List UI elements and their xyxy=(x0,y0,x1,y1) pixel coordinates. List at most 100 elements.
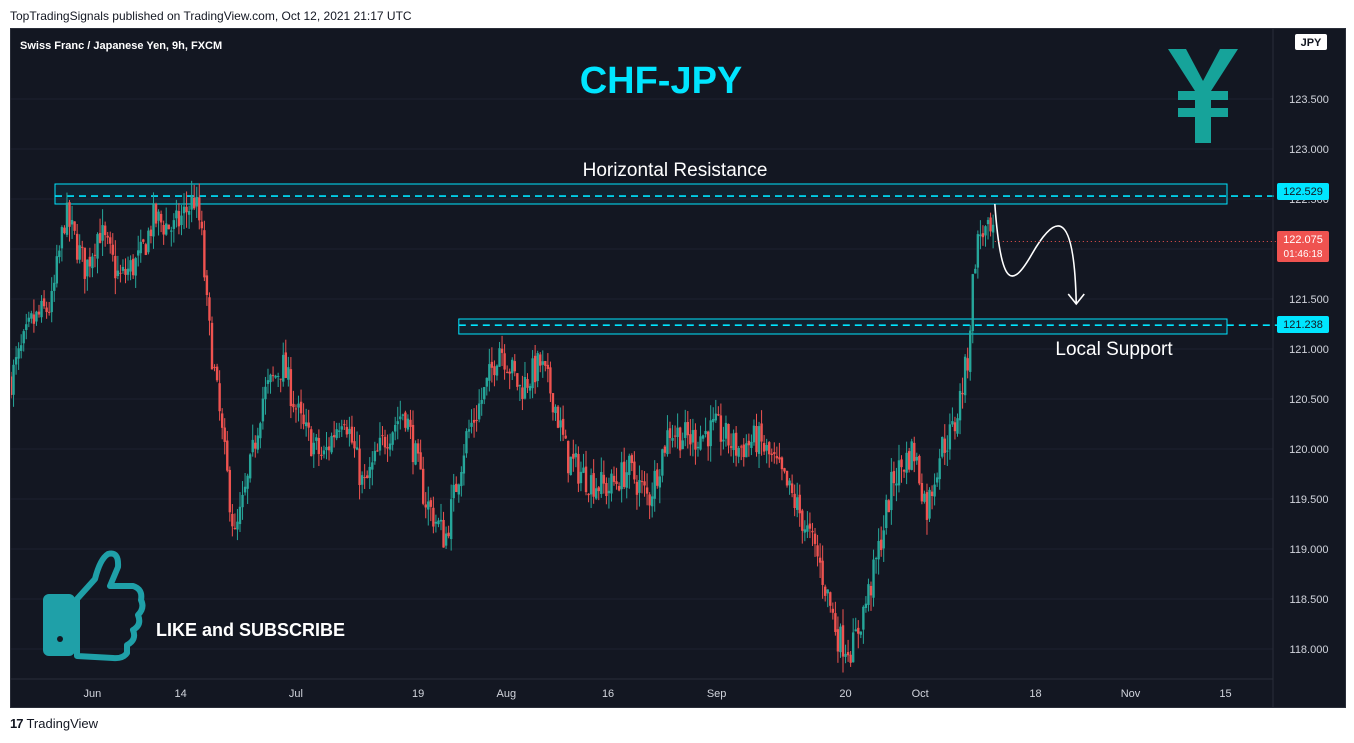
candle-body xyxy=(671,438,674,441)
svg-text:121.238: 121.238 xyxy=(1283,319,1323,331)
candle-body xyxy=(612,475,616,482)
candle-body xyxy=(928,489,931,519)
candle-body xyxy=(91,256,94,269)
candle-body xyxy=(248,454,252,479)
candle-body xyxy=(12,364,15,395)
candle-body xyxy=(523,376,527,399)
candle-body xyxy=(966,358,969,371)
candle-body xyxy=(65,202,69,235)
candle-body xyxy=(467,429,471,432)
candle-body xyxy=(818,557,822,563)
candle-body xyxy=(332,435,336,438)
candle-body xyxy=(86,259,89,277)
candle-body xyxy=(834,613,837,632)
candle-body xyxy=(363,477,366,479)
candle-body xyxy=(704,430,707,435)
candle-body xyxy=(75,233,79,260)
candle-body xyxy=(68,202,71,227)
candle-body xyxy=(734,432,738,456)
bar-countdown: 01:46:18 xyxy=(1284,249,1323,260)
candle-body xyxy=(287,367,290,380)
candle-body xyxy=(251,439,254,453)
candle-body xyxy=(775,455,779,459)
candle-body xyxy=(327,446,331,451)
candle-body xyxy=(757,426,761,454)
candle-body xyxy=(231,513,234,527)
candle-body xyxy=(289,369,293,407)
candle-body xyxy=(925,492,929,520)
candle-body xyxy=(773,452,776,455)
candle-body xyxy=(851,632,855,663)
candle-body xyxy=(867,584,870,605)
candle-body xyxy=(144,244,148,255)
svg-text:122.529: 122.529 xyxy=(1283,186,1323,198)
candle-body xyxy=(325,447,328,451)
candle-body xyxy=(946,450,949,452)
candle-body xyxy=(460,472,463,487)
candle-body xyxy=(915,456,918,461)
candle-body xyxy=(424,504,427,508)
candle-body xyxy=(32,314,36,324)
candle-body xyxy=(455,483,458,493)
candle-body xyxy=(643,481,646,486)
candle-body xyxy=(620,462,623,490)
candle-body xyxy=(752,425,756,443)
candle-body xyxy=(920,482,924,502)
candle-body xyxy=(974,268,977,274)
candle-body xyxy=(383,436,387,448)
candle-body xyxy=(485,377,488,387)
candle-body xyxy=(477,403,481,420)
candle-body xyxy=(401,414,405,416)
candle-body xyxy=(215,366,219,381)
candle-body xyxy=(630,455,634,464)
candle-body xyxy=(447,532,450,537)
y-tick-label: 123.000 xyxy=(1289,144,1329,156)
candle-body xyxy=(531,358,534,389)
candle-body xyxy=(302,414,305,425)
candle-body xyxy=(149,229,153,237)
candle-body xyxy=(625,472,628,488)
candle-body xyxy=(684,422,687,438)
candle-body xyxy=(796,497,799,510)
candle-body xyxy=(190,196,193,210)
candle-body xyxy=(905,452,908,473)
candle-body xyxy=(564,435,567,439)
candle-body xyxy=(808,523,812,529)
candle-body xyxy=(25,324,28,330)
candle-body xyxy=(732,433,735,451)
candle-body xyxy=(42,298,46,307)
candle-body xyxy=(717,414,720,416)
candle-body xyxy=(610,473,613,494)
candle-body xyxy=(406,418,410,430)
candle-body xyxy=(831,608,835,613)
candle-body xyxy=(979,234,982,237)
candle-body xyxy=(935,477,939,483)
candle-body xyxy=(956,418,959,434)
chart-canvas[interactable]: 118.000 118.500 119.000 119.500 120.000 120.5… xyxy=(11,29,1345,707)
symbol-description: Swiss Franc / Japanese Yen, 9h, FXCM xyxy=(20,40,222,52)
candle-body xyxy=(933,484,936,497)
candle-body xyxy=(373,450,377,462)
candle-body xyxy=(376,450,379,452)
candle-body xyxy=(236,521,239,530)
candle-body xyxy=(421,468,425,504)
x-tick-label: Aug xyxy=(497,688,517,700)
candle-body xyxy=(335,429,338,439)
candle-body xyxy=(887,500,891,513)
currency-badge[interactable]: JPY xyxy=(1295,34,1327,50)
candle-body xyxy=(53,282,56,291)
candle-body xyxy=(755,425,758,453)
chart-frame[interactable]: 118.000 118.500 119.000 119.500 120.000 120.5… xyxy=(10,28,1346,708)
chart-title: CHF-JPY xyxy=(580,60,743,102)
candle-body xyxy=(780,457,784,470)
candle-body xyxy=(274,375,277,378)
candle-body xyxy=(877,541,880,560)
candle-body xyxy=(22,331,25,344)
candle-body xyxy=(864,603,868,609)
svg-text:122.075: 122.075 xyxy=(1283,234,1323,246)
y-tick-label: 120.000 xyxy=(1289,444,1329,456)
candle-body xyxy=(27,317,31,322)
candle-body xyxy=(437,520,440,525)
candle-body xyxy=(414,443,417,465)
candle-body xyxy=(854,629,857,632)
